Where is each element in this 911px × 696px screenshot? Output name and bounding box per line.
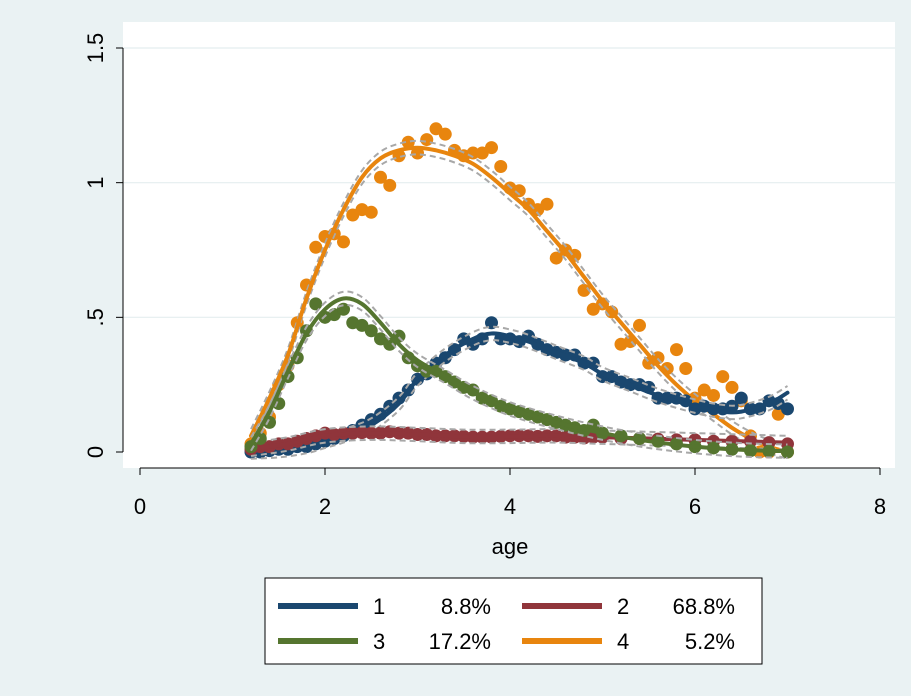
ci-lower-line	[250, 304, 788, 459]
data-point	[244, 440, 258, 454]
data-point	[670, 343, 683, 357]
ci-lower-line	[250, 339, 789, 460]
ci-upper-line	[250, 290, 788, 446]
data-point	[485, 141, 498, 155]
data-point	[707, 388, 720, 402]
y-tick-label: 1	[83, 177, 108, 189]
axes: 0 .5 1 1.5 0 2 4 6 8	[83, 33, 886, 519]
data-point	[577, 283, 591, 297]
y-tick-label: .5	[83, 308, 108, 326]
legend-label-2: 2	[617, 594, 629, 619]
x-tick-label: 0	[134, 494, 146, 519]
ci-upper-line	[250, 325, 789, 447]
data-point	[494, 160, 508, 174]
data-point	[679, 362, 693, 376]
legend-share-2: 68.8%	[673, 594, 735, 619]
data-point	[781, 402, 794, 416]
fitted-line	[249, 431, 790, 452]
data-point	[364, 324, 378, 338]
data-point	[337, 235, 350, 249]
legend-label-1: 1	[373, 594, 385, 619]
legend-share-3: 17.2%	[429, 629, 491, 654]
legend-box	[264, 577, 763, 665]
legend: 1 8.8% 2 68.8% 3 17.2% 4 5.2%	[264, 577, 763, 665]
data-point	[716, 370, 730, 384]
data-point	[364, 205, 378, 219]
legend-label-3: 3	[373, 629, 385, 654]
fitted-line	[249, 145, 790, 454]
data-point	[438, 127, 452, 141]
data-point	[549, 251, 563, 265]
data-point	[401, 135, 415, 149]
data-point	[309, 240, 323, 254]
x-axis-label: age	[492, 534, 529, 559]
data-point	[540, 197, 554, 211]
ci-upper-line	[250, 425, 788, 444]
data-point	[383, 178, 397, 192]
x-tick-label: 2	[319, 494, 331, 519]
data-point	[383, 337, 397, 351]
data-point	[309, 297, 323, 311]
data-point	[633, 318, 646, 332]
data-point	[374, 170, 387, 184]
data-point	[586, 418, 600, 432]
data-point	[512, 184, 526, 198]
data-point	[734, 391, 748, 405]
y-tick-label: 1.5	[83, 33, 108, 64]
ci-upper-line	[250, 139, 788, 447]
series-layer	[244, 122, 794, 460]
legend-share-4: 5.2%	[685, 629, 735, 654]
x-tick-label: 8	[874, 494, 886, 519]
fitted-line	[249, 296, 790, 454]
y-tick-label: 0	[83, 446, 108, 458]
x-tick-label: 6	[689, 494, 701, 519]
data-point	[725, 380, 739, 394]
x-tick-label: 4	[504, 494, 516, 519]
series-3	[244, 290, 794, 459]
plot-area	[123, 22, 895, 468]
legend-share-1: 8.8%	[441, 594, 491, 619]
data-point	[420, 133, 434, 147]
legend-label-4: 4	[617, 629, 629, 654]
